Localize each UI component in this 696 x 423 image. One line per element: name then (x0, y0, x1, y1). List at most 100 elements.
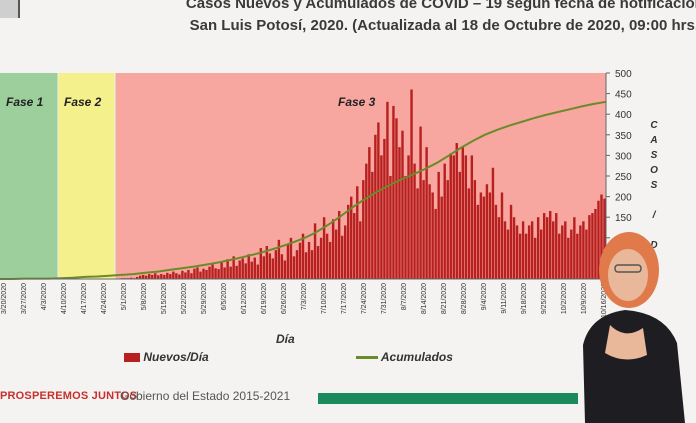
bar-93 (280, 254, 284, 279)
bar-198 (597, 200, 600, 279)
y-tick-label-5: 250 (615, 172, 632, 183)
bar-103 (310, 250, 314, 279)
bar-155 (467, 188, 471, 279)
bar-160 (482, 196, 486, 279)
bar-61 (184, 272, 187, 279)
bar-151 (455, 143, 458, 279)
bar-132 (398, 147, 401, 279)
bar-64 (193, 268, 196, 279)
bar-159 (479, 192, 483, 279)
bar-117 (353, 213, 356, 279)
bar-109 (328, 241, 332, 279)
x-tick-label-16: 7/10/2020 (321, 283, 328, 314)
bar-77 (232, 256, 235, 279)
x-tick-label-8: 5/15/2020 (161, 283, 168, 314)
bar-178 (536, 217, 540, 279)
bar-97 (292, 256, 296, 279)
bar-52 (157, 275, 160, 279)
bar-110 (331, 219, 335, 279)
phase-label-1: Fase 1 (6, 95, 44, 109)
x-tick-label-19: 7/31/2020 (381, 283, 388, 314)
bar-124 (374, 134, 377, 279)
bar-53 (160, 274, 163, 279)
bar-135 (407, 155, 410, 279)
bar-183 (552, 221, 555, 279)
x-tick-label-5: 4/24/2020 (101, 283, 108, 314)
bar-139 (419, 126, 422, 279)
x-tick-label-22: 8/21/2020 (441, 283, 448, 314)
x-tick-label-20: 8/7/2020 (401, 283, 408, 310)
legend-swatch-line (356, 356, 378, 360)
x-tick-label-9: 5/22/2020 (181, 283, 188, 314)
bar-156 (470, 155, 474, 279)
bar-99 (298, 242, 302, 279)
bar-54 (163, 274, 166, 279)
bar-165 (497, 217, 501, 279)
bar-188 (567, 237, 570, 279)
bar-137 (413, 163, 416, 279)
bar-131 (395, 118, 398, 279)
bar-116 (350, 196, 353, 279)
bar-145 (437, 171, 440, 279)
bar-134 (404, 176, 407, 279)
phase-label-3: Fase 3 (338, 95, 376, 109)
bar-127 (383, 138, 386, 279)
bar-121 (365, 163, 368, 279)
bar-177 (533, 237, 537, 279)
footer-brand-right: Gobierno del Estado 2015-2021 (120, 389, 291, 403)
legend-label-nuevos: Nuevos/Día (143, 350, 209, 364)
phase-label-2: Fase 2 (64, 95, 102, 109)
bar-143 (431, 192, 434, 279)
bar-161 (485, 184, 489, 279)
bar-119 (359, 221, 362, 279)
footer-brand-left: PROSPEREMOS JUNTOS (0, 390, 138, 402)
bar-118 (356, 186, 359, 279)
bar-56 (169, 274, 172, 279)
bar-92 (277, 239, 281, 279)
bar-89 (268, 253, 272, 279)
bar-179 (539, 229, 543, 279)
bar-140 (422, 180, 425, 279)
x-tick-label-24: 9/4/2020 (481, 283, 488, 310)
bar-158 (476, 204, 480, 279)
bar-162 (488, 192, 492, 279)
bar-152 (458, 171, 461, 279)
bar-94 (283, 260, 287, 279)
bar-185 (558, 233, 561, 279)
bar-51 (154, 273, 157, 279)
bar-163 (491, 167, 495, 279)
bar-136 (410, 89, 413, 279)
bar-123 (371, 171, 374, 279)
x-tick-label-25: 9/11/2020 (501, 283, 508, 314)
bar-172 (518, 233, 522, 279)
x-tick-label-1: 3/27/2020 (21, 283, 28, 314)
x-tick-label-30: 10/16/2020 (601, 283, 608, 318)
bar-112 (337, 211, 341, 279)
legend-acumulados: Acumulados (356, 350, 453, 364)
bar-50 (151, 274, 154, 279)
bar-69 (208, 266, 211, 279)
x-tick-label-21: 8/14/2020 (421, 283, 428, 314)
x-tick-label-4: 4/17/2020 (81, 283, 88, 314)
x-tick-label-27: 9/25/2020 (541, 283, 548, 314)
bar-95 (286, 243, 290, 279)
phase-band-2 (58, 73, 115, 279)
legend-nuevos: Nuevos/Día (124, 350, 209, 364)
x-tick-label-14: 6/26/2020 (281, 283, 288, 314)
bar-147 (443, 163, 446, 279)
x-tick-label-7: 5/8/2020 (141, 283, 148, 310)
bar-180 (542, 213, 546, 279)
bar-114 (344, 225, 347, 279)
bar-130 (392, 105, 395, 280)
chart-title: Casos Nuevos y Acumulados de COVID – 19 … (185, 0, 696, 12)
bar-43 (129, 277, 133, 279)
bar-88 (265, 246, 269, 279)
x-tick-label-10: 5/29/2020 (201, 283, 208, 314)
bar-86 (259, 248, 262, 279)
bar-68 (205, 269, 208, 279)
bar-105 (316, 246, 320, 279)
x-tick-label-15: 7/3/2020 (301, 283, 308, 310)
bar-106 (319, 237, 323, 279)
bar-167 (503, 221, 507, 279)
bar-79 (238, 260, 241, 279)
